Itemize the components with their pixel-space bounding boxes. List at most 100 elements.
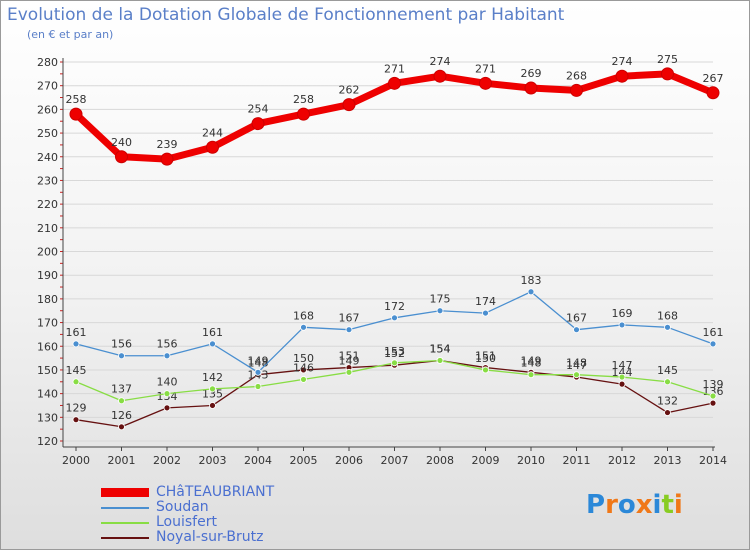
data-label: 244 — [202, 126, 223, 139]
x-tick-label: 2002 — [153, 454, 181, 467]
data-label: 156 — [157, 338, 178, 351]
data-point — [661, 67, 674, 81]
data-label: 269 — [521, 67, 542, 80]
data-label: 167 — [339, 312, 360, 325]
legend-label: Soudan — [156, 499, 209, 515]
data-point — [618, 373, 626, 381]
data-point — [391, 359, 398, 367]
data-point — [433, 69, 447, 83]
logo-letter: P — [586, 490, 606, 520]
legend-label: Noyal-sur-Brutz — [156, 529, 264, 545]
data-point — [618, 380, 626, 388]
data-label: 167 — [566, 312, 587, 325]
data-label: 274 — [430, 55, 451, 68]
x-tick-label: 2009 — [472, 454, 500, 467]
data-label: 168 — [293, 309, 314, 322]
data-label: 137 — [111, 383, 132, 396]
data-point — [709, 399, 717, 407]
data-point — [72, 340, 80, 348]
y-tick-label: 250 — [37, 127, 58, 140]
data-label: 267 — [703, 72, 724, 85]
legend-swatch — [101, 507, 149, 509]
x-tick-label: 2010 — [517, 454, 545, 467]
data-label: 268 — [566, 69, 587, 82]
data-point — [254, 368, 262, 376]
data-point — [115, 150, 128, 164]
data-point — [706, 86, 720, 100]
data-point — [391, 314, 398, 322]
data-point — [160, 152, 174, 166]
data-point — [163, 404, 171, 412]
x-tick-label: 2007 — [381, 454, 409, 467]
data-label: 149 — [339, 354, 360, 367]
legend-swatch — [101, 537, 149, 539]
logo-letter: r — [605, 490, 618, 520]
data-label: 271 — [384, 62, 405, 75]
data-point — [664, 323, 671, 331]
data-label: 156 — [111, 338, 132, 351]
y-tick-label: 230 — [37, 174, 58, 187]
data-label: 154 — [430, 342, 451, 355]
data-label: 183 — [521, 274, 542, 287]
logo-letter: i — [673, 490, 683, 520]
data-point — [209, 402, 216, 409]
data-point — [206, 140, 219, 154]
data-label: 172 — [384, 300, 405, 313]
data-point — [527, 371, 535, 379]
data-label: 258 — [293, 93, 314, 106]
data-point — [345, 368, 353, 376]
data-label: 148 — [566, 357, 587, 370]
data-point — [436, 357, 444, 364]
data-point — [388, 76, 401, 90]
data-label: 271 — [475, 62, 496, 75]
data-point — [118, 397, 125, 405]
x-tick-label: 2003 — [199, 454, 227, 467]
data-point — [300, 323, 307, 331]
data-point — [709, 340, 717, 348]
data-label: 174 — [475, 295, 496, 308]
data-label: 132 — [657, 395, 678, 408]
data-label: 148 — [521, 357, 542, 370]
y-tick-label: 280 — [37, 56, 58, 69]
x-tick-label: 2006 — [335, 454, 363, 467]
data-label: 151 — [339, 350, 360, 363]
data-point — [300, 366, 307, 374]
x-tick-label: 2001 — [108, 454, 136, 467]
data-label: 274 — [612, 55, 633, 68]
legend-label: Louisfert — [156, 514, 217, 530]
y-tick-label: 160 — [37, 340, 58, 353]
data-point — [570, 83, 583, 97]
data-point — [72, 378, 80, 386]
data-label: 168 — [657, 309, 678, 322]
data-label: 149 — [521, 354, 542, 367]
data-label: 151 — [475, 350, 496, 363]
y-tick-label: 180 — [37, 293, 58, 306]
data-label: 135 — [202, 387, 223, 400]
data-label: 262 — [339, 84, 360, 97]
y-tick-label: 150 — [37, 364, 58, 377]
data-label: 258 — [66, 93, 87, 106]
y-tick-label: 120 — [37, 435, 58, 448]
data-point — [573, 326, 580, 334]
data-point — [342, 98, 356, 112]
data-label: 139 — [703, 378, 724, 391]
logo-letter: t — [661, 490, 674, 520]
data-label: 145 — [66, 364, 87, 377]
data-label: 144 — [612, 366, 633, 379]
y-tick-label: 240 — [37, 151, 58, 164]
data-label: 149 — [248, 354, 269, 367]
legend-label: CHâTEAUBRIANT — [156, 484, 275, 500]
data-point — [709, 392, 717, 400]
data-label: 239 — [157, 138, 178, 151]
chart-title: Evolution de la Dotation Globale de Fonc… — [7, 5, 565, 25]
legend-swatch — [101, 488, 149, 497]
x-tick-label: 2011 — [563, 454, 591, 467]
x-tick-label: 2008 — [426, 454, 454, 467]
data-label: 240 — [111, 136, 132, 149]
data-point — [209, 385, 216, 393]
data-label: 152 — [384, 347, 405, 360]
data-point — [163, 390, 171, 398]
data-point — [300, 376, 307, 383]
